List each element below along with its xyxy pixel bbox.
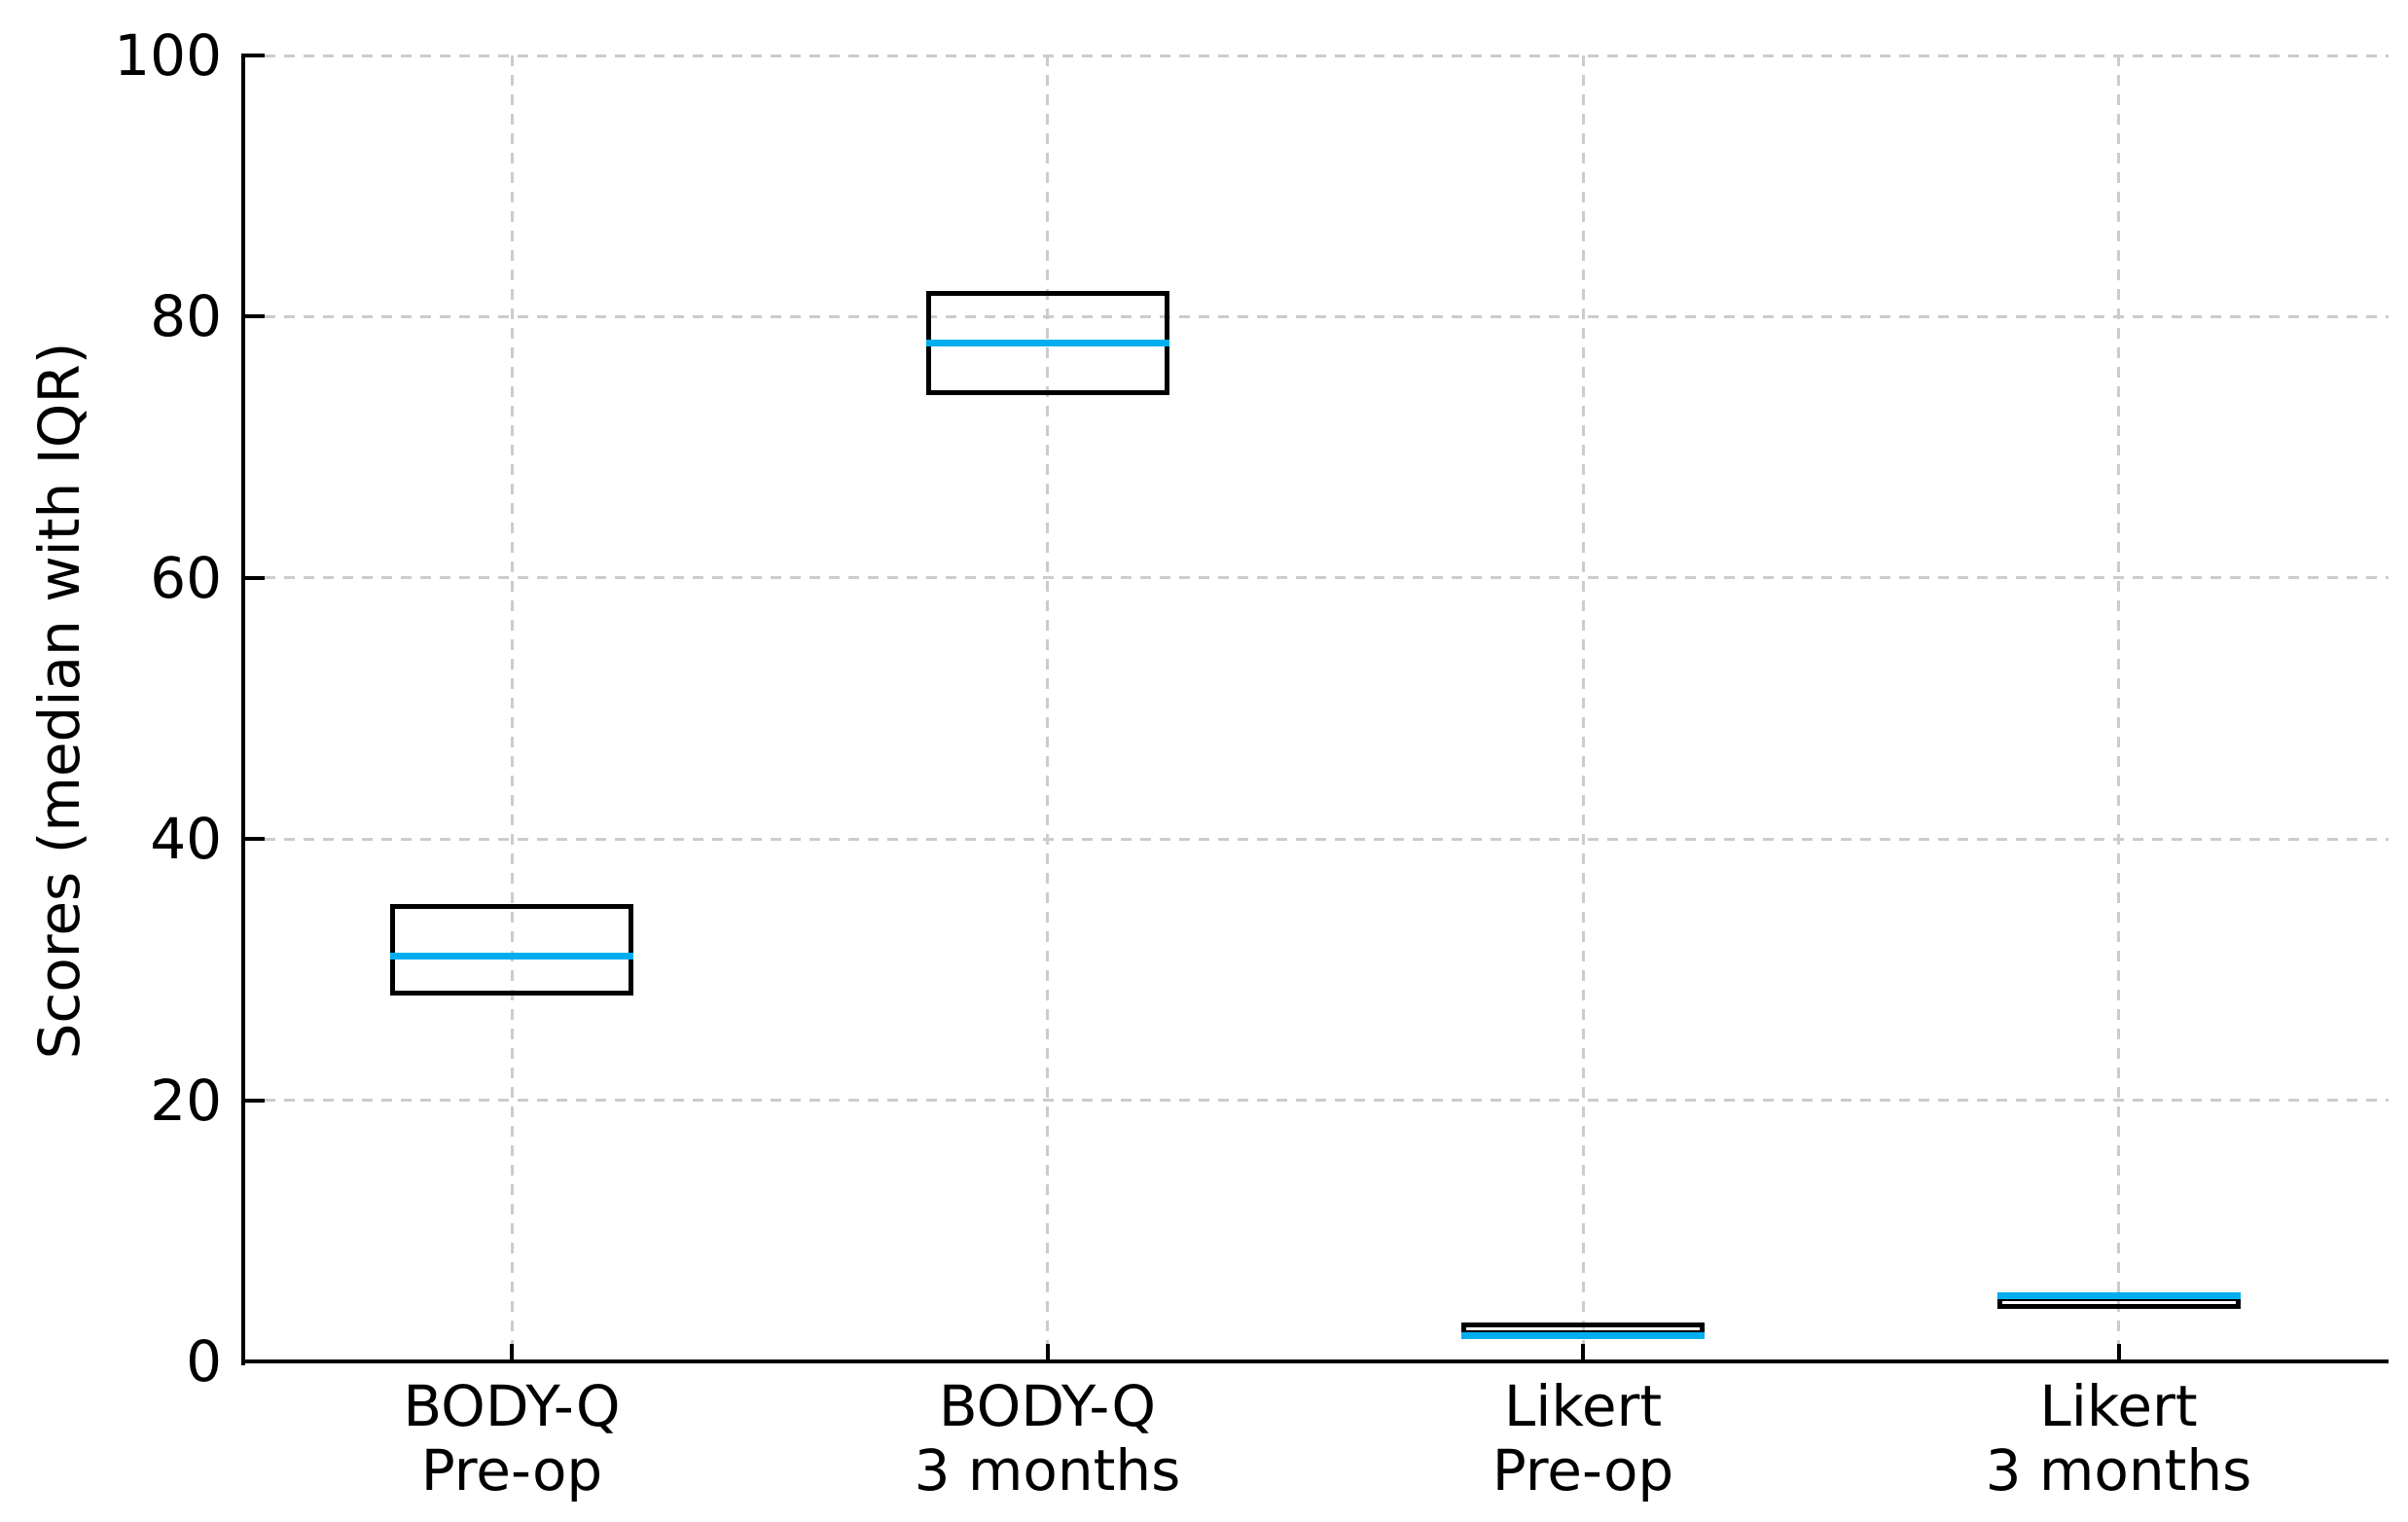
y-axis-label: Scores (median with IQR) — [26, 342, 92, 1060]
median-line — [1996, 1292, 2241, 1300]
h-gridline — [245, 314, 2389, 318]
y-tick-label: 20 — [150, 1067, 222, 1134]
v-gridline — [2117, 55, 2120, 1361]
x-tick-label: BODY-Q Pre-op — [403, 1373, 621, 1504]
h-gridline — [245, 837, 2389, 841]
y-tick — [245, 837, 265, 842]
x-tick — [510, 1344, 514, 1361]
v-gridline — [1046, 55, 1049, 1361]
x-tick — [1581, 1344, 1585, 1361]
median-line — [1461, 1331, 1705, 1339]
y-tick — [245, 1098, 265, 1103]
y-tick-label: 0 — [186, 1328, 222, 1395]
y-tick-label: 60 — [150, 544, 222, 611]
v-gridline — [1581, 55, 1585, 1361]
y-tick-label: 40 — [150, 806, 222, 873]
h-gridline — [245, 1099, 2389, 1103]
x-tick — [2116, 1344, 2121, 1361]
v-gridline — [510, 55, 514, 1361]
y-tick — [245, 575, 265, 580]
median-line — [390, 953, 633, 960]
y-tick — [245, 54, 265, 57]
x-tick-label: Likert 3 months — [1985, 1373, 2252, 1504]
y-tick — [245, 314, 265, 319]
median-line — [925, 339, 1169, 346]
y-tick-label: 80 — [150, 283, 222, 350]
y-axis-spine — [241, 54, 245, 1365]
iqr-box — [390, 904, 633, 997]
y-tick-label: 100 — [114, 22, 222, 89]
x-tick-label: BODY-Q 3 months — [914, 1373, 1181, 1504]
x-tick — [1045, 1344, 1050, 1361]
x-axis-spine — [241, 1359, 2389, 1363]
h-gridline — [245, 576, 2389, 580]
h-gridline — [245, 54, 2389, 57]
x-tick-label: Likert Pre-op — [1492, 1373, 1674, 1504]
